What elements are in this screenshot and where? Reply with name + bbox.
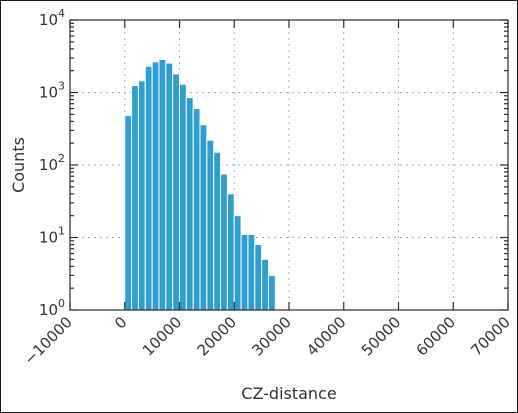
histogram-bar: [165, 62, 174, 311]
histogram-bar: [267, 274, 276, 311]
histogram-bar: [240, 233, 249, 311]
x-tick-label: 20000: [194, 313, 240, 359]
histogram-bar: [144, 65, 153, 311]
histogram-bar: [206, 139, 215, 311]
x-tick-label: 60000: [413, 313, 459, 359]
x-tick-label: 0: [111, 313, 130, 332]
y-tick-label: 101: [39, 225, 65, 247]
x-tick-label: 10000: [139, 313, 185, 359]
histogram-bar: [151, 61, 160, 311]
x-tick-label: −10000: [20, 313, 75, 368]
histogram-bar: [131, 84, 139, 311]
histogram-bar: [220, 173, 228, 311]
y-axis-title: Counts: [9, 137, 28, 193]
x-tick-label: 40000: [303, 313, 349, 359]
histogram-bar: [172, 73, 180, 311]
histogram-bar: [233, 215, 242, 311]
y-tick-label: 103: [39, 80, 65, 102]
y-tick-label: 102: [39, 152, 65, 174]
y-tick-label: 100: [39, 297, 65, 319]
histogram-bar: [124, 115, 133, 311]
histogram-bar: [247, 233, 256, 311]
histogram-bar: [137, 80, 146, 311]
histogram-bars: [124, 59, 276, 311]
x-tick-label: 30000: [248, 313, 294, 359]
histogram-bar: [158, 59, 167, 311]
x-tick-label: 70000: [467, 313, 513, 359]
histogram-bar: [226, 193, 235, 311]
histogram-bar: [179, 83, 187, 311]
axis-ticks: [69, 19, 509, 311]
x-axis-title: CZ-distance: [241, 384, 336, 403]
histogram-bar: [261, 258, 269, 311]
y-tick-label: 104: [39, 7, 65, 29]
histogram-bar: [185, 97, 194, 311]
histogram-bar: [192, 108, 201, 311]
x-tick-label: 50000: [358, 313, 404, 359]
y-tick-labels: 100 101 102 103 104: [39, 7, 65, 319]
histogram-bar: [199, 124, 208, 311]
histogram-bar: [213, 151, 222, 311]
x-tick-labels: −10000 0 10000 20000 30000 40000 50000 60000 700…: [20, 313, 513, 368]
histogram-bar: [254, 244, 263, 311]
